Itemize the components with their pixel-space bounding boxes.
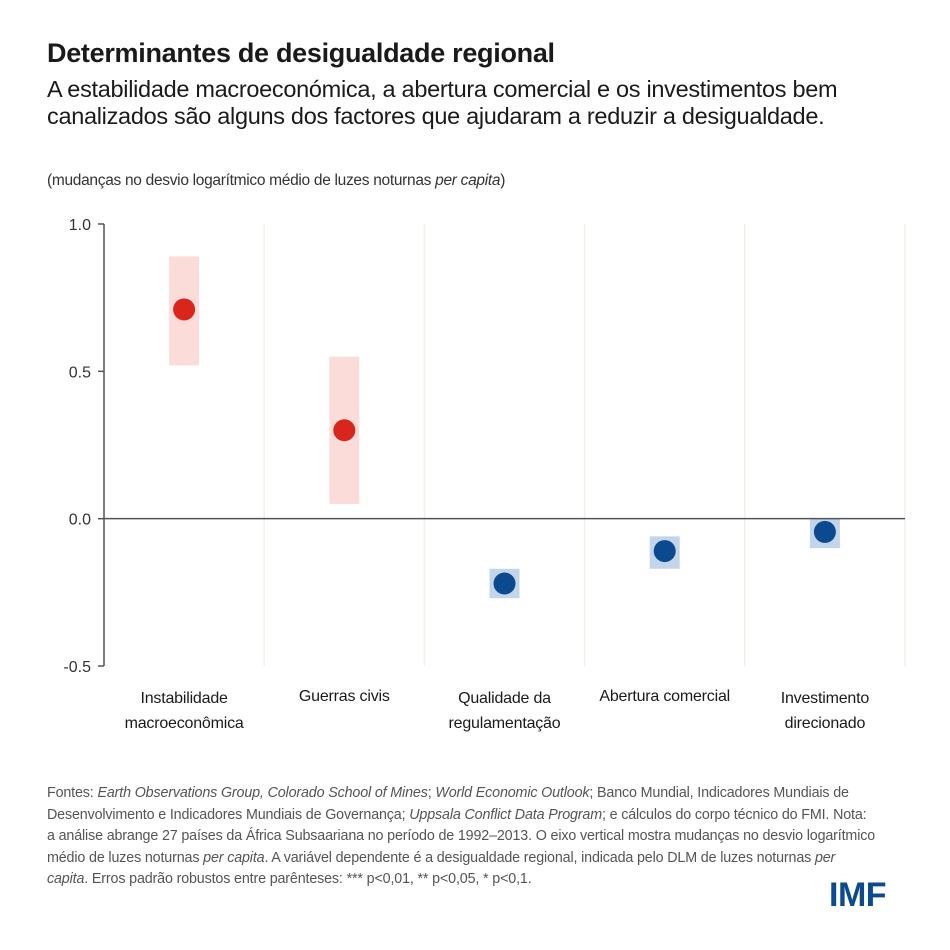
y-tick-label: 0.5 xyxy=(69,364,91,381)
x-category-label: Guerras civis xyxy=(298,688,390,705)
footnote-segment: Fontes: xyxy=(47,785,98,801)
footnote-segment: World Economic Outlook xyxy=(435,785,590,801)
y-tick-labels: 1.0 0.5 0.0 -0.5 xyxy=(63,217,91,676)
y-tick-label: 1.0 xyxy=(69,217,91,234)
footnote-segment: ; Banco Mundial, Indicadores Mundiais de… xyxy=(47,785,849,823)
footnote: Fontes: Earth Observations Group, Colora… xyxy=(47,783,877,891)
footnote-segment: ; xyxy=(427,785,436,801)
footnote-segment: . A variável dependente é a desigualdade… xyxy=(264,849,815,866)
footnote-segment: Earth Observations Group, Colorado Schoo… xyxy=(97,785,428,801)
footnote-segment: per capita xyxy=(47,849,836,888)
x-category-label: Instabilidade macroeconômica xyxy=(124,690,244,732)
data-point xyxy=(653,540,676,563)
y-tick-label: -0.5 xyxy=(63,659,91,676)
y-tick-label: 0.0 xyxy=(69,512,91,529)
imf-logo: IMF xyxy=(829,876,887,914)
confidence-bands xyxy=(169,256,840,599)
gridlines xyxy=(263,224,906,666)
x-category-label: Investimento direcionado xyxy=(780,690,870,732)
data-point xyxy=(813,520,836,543)
data-points xyxy=(173,298,836,595)
units-italic: per capita xyxy=(435,172,501,189)
units-prefix: (mudanças no desvio logarítmico médio de… xyxy=(47,172,436,189)
footnote-segment: . Erros padrão robustos entre parênteses… xyxy=(84,871,532,887)
data-point xyxy=(333,419,356,442)
footnote-segment: Uppsala Conflict Data Program xyxy=(409,806,602,823)
data-point xyxy=(173,298,196,321)
units-label: (mudanças no desvio logarítmico médio de… xyxy=(47,172,505,190)
x-category-label: Qualidade da regulamentação xyxy=(448,690,561,732)
footnote-segment: ; e cálculos do corpo técnico do FMI. No… xyxy=(47,806,876,866)
x-category-label: Abertura comercial xyxy=(599,688,731,705)
chart-subtitle: A estabilidade macroeconómica, a abertur… xyxy=(47,76,838,129)
units-suffix: ) xyxy=(500,172,506,189)
data-point xyxy=(493,572,516,595)
footnote-segment: per capita xyxy=(203,849,265,866)
chart-title: Determinantes de desigualdade regional xyxy=(47,38,555,68)
axes xyxy=(98,223,905,667)
